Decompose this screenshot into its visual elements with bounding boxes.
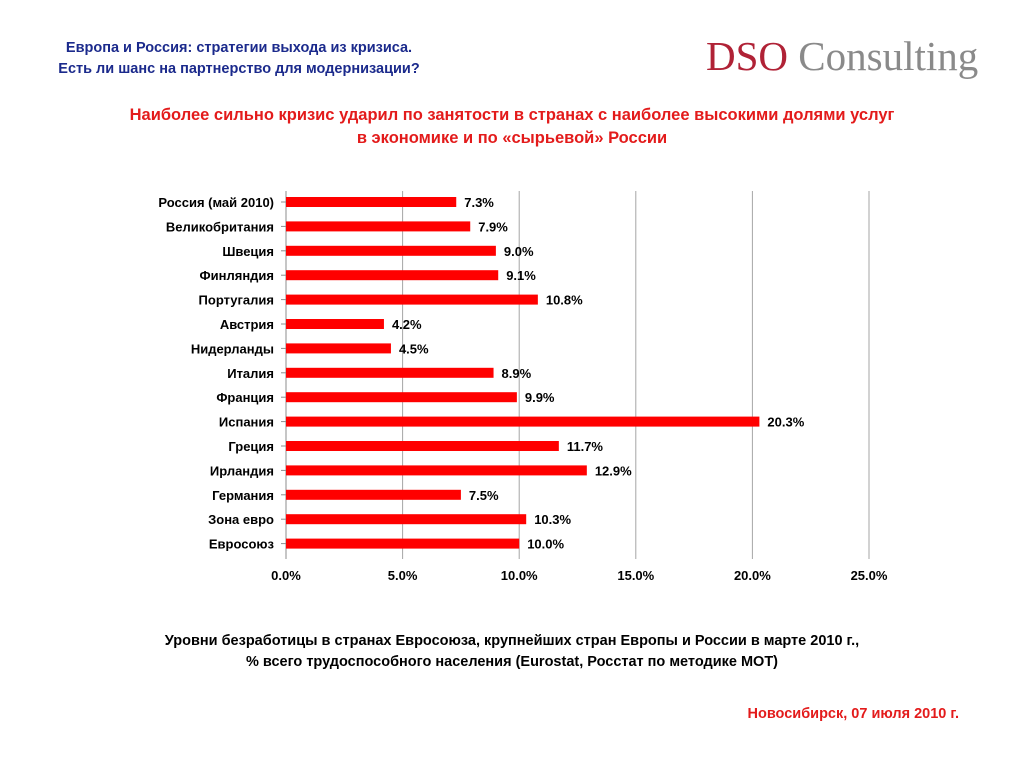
- data-label: 4.5%: [399, 341, 429, 356]
- bar: [286, 319, 384, 329]
- bar: [286, 465, 587, 476]
- bar: [286, 197, 457, 207]
- category-label: Россия (май 2010): [158, 195, 274, 210]
- data-label: 10.0%: [527, 537, 564, 552]
- x-tick-label: 25.0%: [851, 568, 888, 583]
- category-label: Франция: [216, 390, 274, 405]
- category-label: Евросоюз: [209, 537, 275, 552]
- bar: [286, 245, 496, 256]
- category-label: Ирландия: [210, 463, 274, 478]
- x-tick-label: 5.0%: [388, 568, 418, 583]
- data-label: 9.9%: [525, 390, 555, 405]
- logo-text-dso: DSO: [706, 33, 789, 79]
- dso-consulting-logo: DSO Consulting: [706, 30, 978, 82]
- category-label: Испания: [219, 415, 274, 430]
- slide-headline-line-2: в экономике и по «сырьевой» России: [356, 129, 668, 147]
- data-label: 9.1%: [506, 268, 536, 283]
- category-label: Зона евро: [208, 512, 274, 527]
- bar: [286, 294, 538, 305]
- slide-headline: Наиболее сильно кризис ударил по занятос…: [0, 104, 1024, 150]
- logo-text-consulting: Consulting: [788, 33, 979, 79]
- bar: [286, 270, 499, 281]
- category-label: Австрия: [220, 317, 274, 332]
- category-label: Финляндия: [200, 268, 274, 283]
- bar: [286, 392, 517, 403]
- x-tick-label: 20.0%: [734, 568, 771, 583]
- data-label: 11.7%: [567, 439, 604, 454]
- category-label: Греция: [228, 439, 274, 454]
- category-label: Италия: [227, 366, 274, 381]
- category-label: Португалия: [199, 293, 274, 308]
- data-label: 7.3%: [464, 195, 494, 210]
- category-label: Нидерланды: [191, 341, 274, 356]
- chart-caption: Уровни безработицы в странах Евросоюза, …: [0, 631, 1024, 673]
- data-label: 7.9%: [478, 219, 508, 234]
- data-label: 7.5%: [469, 488, 499, 503]
- bar: [286, 441, 559, 451]
- presentation-title: Европа и Россия: стратегии выхода из кри…: [0, 38, 478, 80]
- category-label: Швеция: [222, 244, 274, 259]
- x-tick-label: 15.0%: [617, 568, 654, 583]
- bar: [286, 514, 527, 525]
- category-label: Германия: [212, 488, 274, 503]
- x-tick-label: 0.0%: [271, 568, 301, 583]
- presentation-title-line-2: Есть ли шанс на партнерство для модерниз…: [58, 61, 420, 77]
- chart-caption-line-2: % всего трудоспособного населения (Euros…: [245, 654, 779, 670]
- unemployment-bar-chart: 7.3% Россия (май 2010) 7.9% Великобритания 9…: [158, 191, 888, 583]
- bar: [286, 343, 391, 354]
- data-label: 10.3%: [534, 512, 571, 527]
- chart-caption-line-1: Уровни безработицы в странах Евросоюза, …: [164, 633, 860, 649]
- bar: [286, 489, 461, 500]
- data-label: 12.9%: [595, 463, 632, 478]
- data-label: 9.0%: [504, 244, 534, 259]
- data-label: 10.8%: [546, 293, 583, 308]
- presentation-title-line-1: Европа и Россия: стратегии выхода из кри…: [65, 40, 413, 56]
- data-label: 8.9%: [502, 366, 532, 381]
- bar: [286, 538, 520, 549]
- category-label: Великобритания: [166, 219, 274, 234]
- footer-location-date: Новосибирск, 07 июля 2010 г.: [747, 706, 960, 722]
- slide-headline-line-1: Наиболее сильно кризис ударил по занятос…: [129, 106, 895, 124]
- data-label: 4.2%: [392, 317, 422, 332]
- data-label: 20.3%: [767, 415, 804, 430]
- bar: [286, 416, 760, 427]
- bar: [286, 367, 494, 378]
- x-tick-label: 10.0%: [501, 568, 538, 583]
- bar: [286, 221, 471, 232]
